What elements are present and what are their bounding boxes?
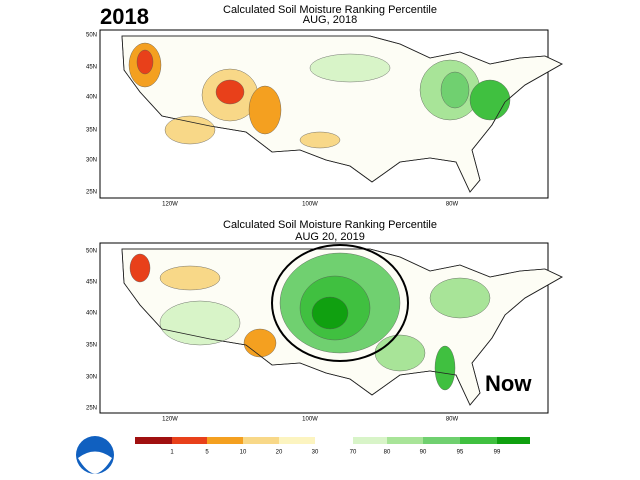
noaa-logo xyxy=(76,436,114,474)
legend-swatch xyxy=(315,437,353,444)
legend-swatch xyxy=(243,437,279,444)
moisture-area xyxy=(164,115,216,145)
lat-label: 30N xyxy=(86,158,97,164)
moisture-area xyxy=(440,71,470,109)
lat-label: 45N xyxy=(86,280,97,286)
panel-title: Calculated Soil Moisture Ranking Percent… xyxy=(223,219,437,231)
legend-swatch xyxy=(423,437,460,444)
legend-swatch xyxy=(207,437,243,444)
moisture-area xyxy=(159,265,221,291)
lat-label: 25N xyxy=(86,190,97,196)
lat-label: 40N xyxy=(86,95,97,101)
panel-title: Calculated Soil Moisture Ranking Percent… xyxy=(223,4,437,16)
moisture-area xyxy=(429,277,491,319)
lon-label: 100W xyxy=(302,202,318,208)
moisture-area xyxy=(243,328,277,358)
legend-label: 10 xyxy=(240,450,247,456)
legend-swatch xyxy=(172,437,207,444)
moisture-area xyxy=(136,49,154,75)
lat-label: 35N xyxy=(86,343,97,349)
panel-badge: Now xyxy=(485,371,532,396)
legend-swatch xyxy=(497,437,530,444)
moisture-area xyxy=(311,296,349,330)
lat-label: 50N xyxy=(86,33,97,39)
us-outline-border xyxy=(121,248,563,406)
lon-label: 80W xyxy=(446,417,459,423)
moisture-area xyxy=(129,253,151,283)
lon-label: 120W xyxy=(162,202,178,208)
map-panel xyxy=(99,29,563,199)
legend-label: 5 xyxy=(205,450,209,456)
lat-label: 35N xyxy=(86,128,97,134)
legend-label: 20 xyxy=(276,450,283,456)
legend-label: 90 xyxy=(420,450,427,456)
legend-label: 95 xyxy=(457,450,464,456)
moisture-area xyxy=(159,300,241,346)
moisture-area xyxy=(374,334,426,372)
map-panel xyxy=(99,242,563,414)
lon-label: 80W xyxy=(446,202,459,208)
moisture-area xyxy=(215,79,245,105)
lat-label: 30N xyxy=(86,375,97,381)
moisture-area xyxy=(299,131,341,149)
legend-swatch xyxy=(460,437,497,444)
panel-date: AUG, 2018 xyxy=(303,14,357,26)
highlight-circle xyxy=(271,244,409,362)
legend-swatch xyxy=(135,437,172,444)
legend-label: 70 xyxy=(350,450,357,456)
moisture-area xyxy=(469,79,511,121)
legend-label: 30 xyxy=(312,450,319,456)
moisture-area xyxy=(434,345,456,391)
legend-swatch xyxy=(279,437,315,444)
legend-swatch xyxy=(353,437,387,444)
lon-label: 100W xyxy=(302,417,318,423)
legend-swatch xyxy=(387,437,423,444)
lat-label: 25N xyxy=(86,406,97,412)
panel-date: AUG 20, 2019 xyxy=(295,231,365,243)
legend-label: 1 xyxy=(170,450,174,456)
legend-label: 99 xyxy=(494,450,501,456)
panel-badge: 2018 xyxy=(100,4,149,29)
us-outline-border xyxy=(121,35,563,193)
lon-label: 120W xyxy=(162,417,178,423)
moisture-area xyxy=(309,53,391,83)
lat-label: 50N xyxy=(86,249,97,255)
moisture-area xyxy=(248,85,282,135)
legend-label: 80 xyxy=(384,450,391,456)
lat-label: 40N xyxy=(86,311,97,317)
lat-label: 45N xyxy=(86,65,97,71)
